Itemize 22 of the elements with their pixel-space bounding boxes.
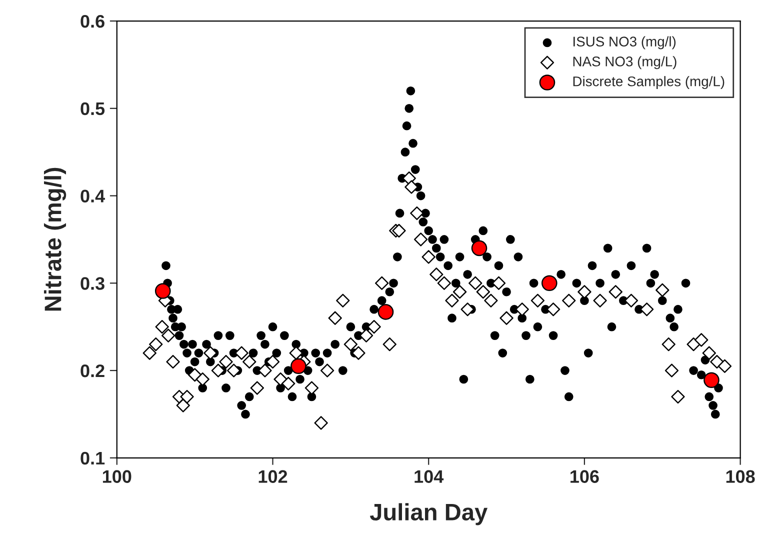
point (290, 358, 306, 374)
legend-label: Discrete Samples (mg/L) (573, 76, 724, 90)
y-tick-label: 0.2 (80, 364, 104, 378)
y-tick-label: 0.3 (80, 277, 104, 290)
point (154, 283, 171, 299)
point (704, 372, 720, 388)
y-tick-label: 0.6 (80, 14, 104, 28)
x-tick-label: 106 (570, 470, 599, 483)
y-tick-label: 0.5 (80, 102, 105, 116)
x-tick-label: 104 (414, 470, 444, 483)
legend-label: NAS NO3 (mg/L) (573, 56, 676, 70)
legend-label: ISUS NO3 (mg/l) (574, 36, 676, 50)
x-tick-label: 108 (726, 470, 755, 483)
point (378, 304, 394, 320)
y-tick-label: 0.1 (80, 452, 105, 465)
point (541, 275, 558, 292)
point (471, 240, 488, 256)
x-axis-title: Julian Day (370, 503, 488, 526)
y-tick-label: 0.4 (80, 190, 105, 202)
y-axis-title: Nitrate (mg/l) (44, 168, 66, 311)
x-tick-label: 102 (258, 470, 288, 483)
x-tick-label: 100 (102, 470, 132, 483)
